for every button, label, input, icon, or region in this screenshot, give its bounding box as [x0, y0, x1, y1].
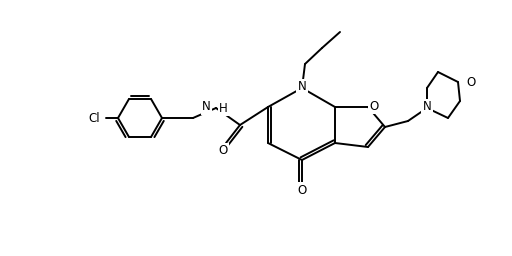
Text: N: N	[202, 101, 211, 113]
Text: O: O	[219, 144, 228, 157]
Text: O: O	[466, 76, 475, 89]
Text: N: N	[297, 80, 306, 93]
Text: O: O	[369, 100, 379, 112]
Text: O: O	[297, 184, 307, 197]
Text: N: N	[422, 101, 432, 113]
Text: H: H	[219, 101, 228, 114]
Text: Cl: Cl	[89, 112, 100, 124]
